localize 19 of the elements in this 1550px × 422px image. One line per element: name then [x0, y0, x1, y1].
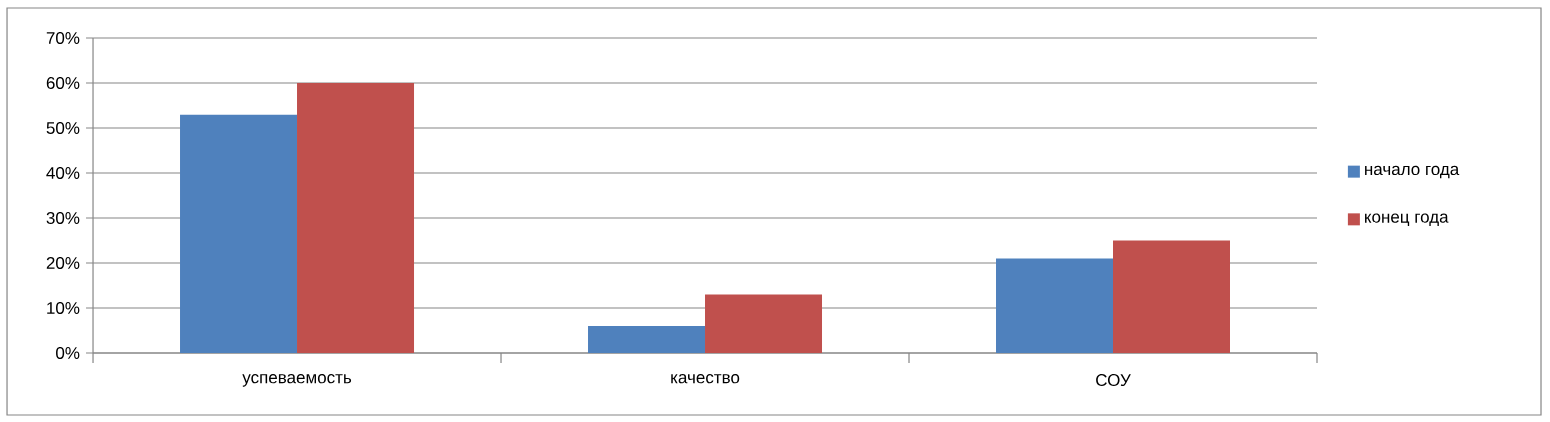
- y-tick-label: 30%: [46, 211, 80, 224]
- y-tick-label: 60%: [46, 77, 80, 90]
- y-tick-label: 20%: [46, 256, 80, 269]
- y-tick-label: 50%: [46, 122, 80, 135]
- y-tick-label: 40%: [46, 166, 80, 180]
- y-tick-label: 10%: [47, 301, 80, 314]
- y-tick-label: 70%: [46, 32, 80, 45]
- y-tick-label: 0%: [56, 346, 80, 359]
- x-tick-label: успеваемость: [242, 374, 352, 387]
- x-tick-label: качество: [671, 374, 740, 384]
- bar: [996, 258, 1113, 353]
- bar: [1113, 240, 1230, 353]
- bar: [297, 83, 415, 353]
- bar: [180, 114, 298, 353]
- bar: [705, 294, 823, 353]
- x-tick-label: СОУ: [1096, 374, 1131, 387]
- legend-label: начало года: [1365, 165, 1460, 179]
- bar: [588, 325, 706, 353]
- legend-label: конец года: [1365, 213, 1449, 227]
